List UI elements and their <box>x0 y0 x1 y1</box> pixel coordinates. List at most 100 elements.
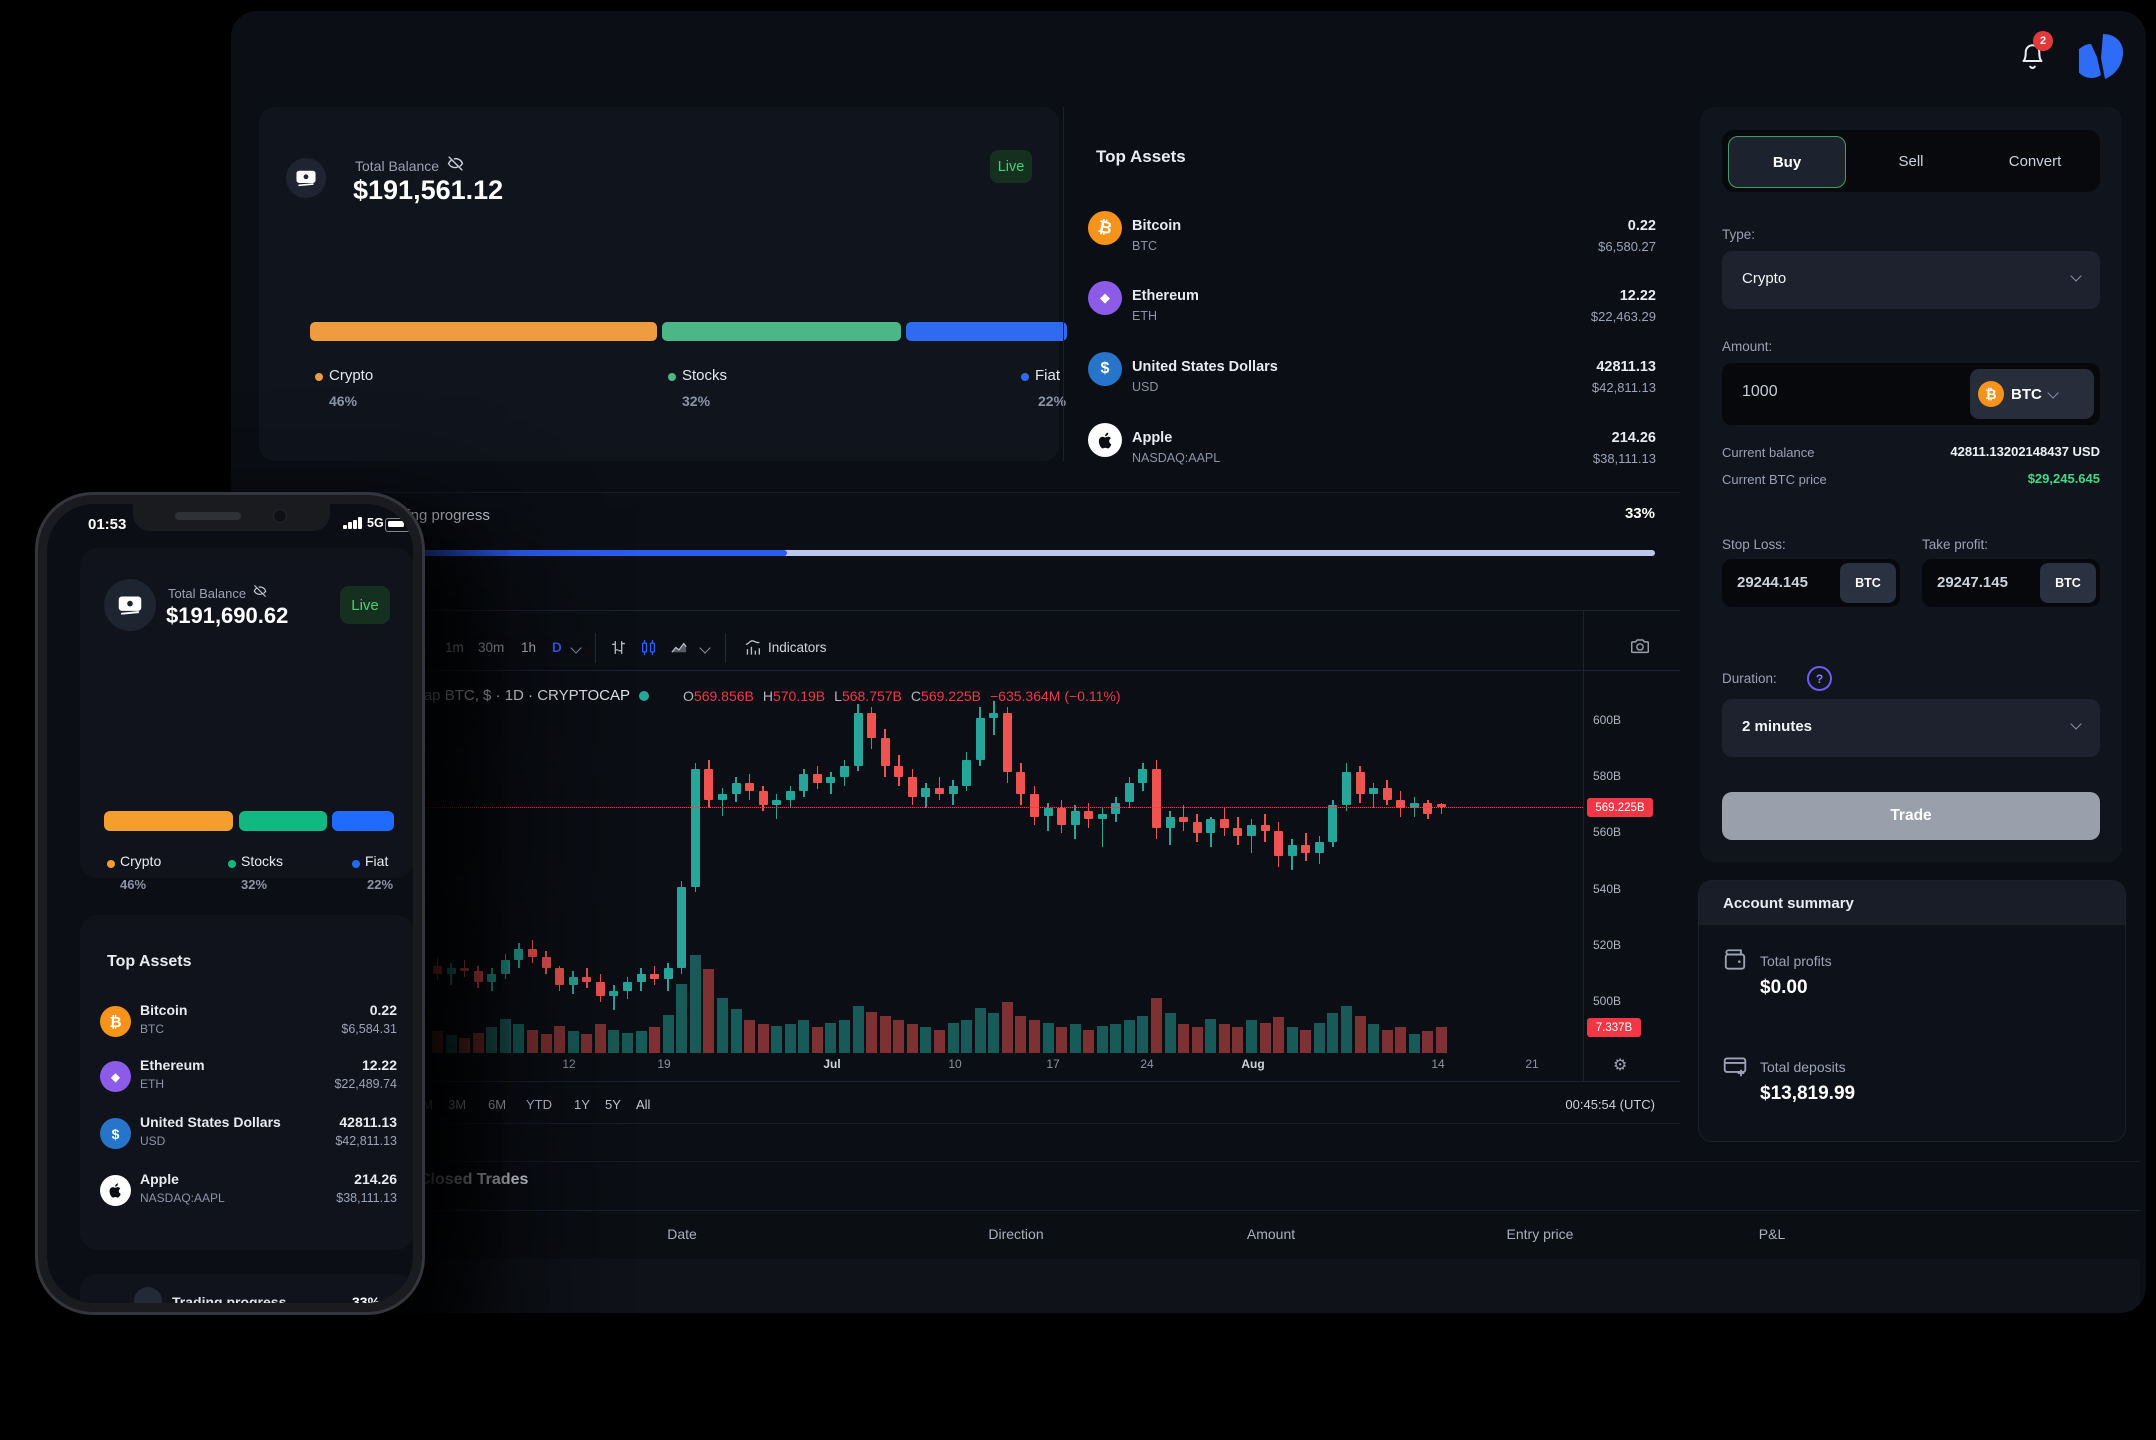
area-style-icon[interactable] <box>669 638 689 662</box>
price-tick: 500B <box>1593 994 1622 1008</box>
fiat-label: Fiat <box>1035 367 1061 384</box>
asset-name: United States Dollars <box>140 1114 281 1130</box>
col-direction[interactable]: Direction <box>988 1226 1044 1242</box>
asset-qty: 12.22 <box>361 1057 397 1073</box>
type-select[interactable]: Crypto <box>1722 251 2100 309</box>
timeframe-1m[interactable]: 1m <box>445 640 464 655</box>
fiat-label: Fiat <box>365 853 389 869</box>
eye-off-icon[interactable] <box>447 155 464 177</box>
apple-icon <box>1088 423 1122 457</box>
amount-input[interactable]: 1000 ₿ BTC <box>1722 363 2100 425</box>
bars-style-icon[interactable] <box>609 638 628 662</box>
eye-off-icon <box>253 584 267 603</box>
asset-name: Ethereum <box>140 1057 205 1073</box>
currency-value: BTC <box>2011 385 2042 403</box>
progress-percent: 33% <box>1624 505 1655 522</box>
col-date[interactable]: Date <box>667 1226 697 1242</box>
brand-logo-icon[interactable] <box>2074 31 2125 81</box>
asset-name: Ethereum <box>1132 288 1199 304</box>
phone-assets-title: Top Assets <box>107 953 192 970</box>
asset-symbol: ETH <box>140 1077 164 1091</box>
asset-qty: 0.22 <box>369 1002 397 1018</box>
tab-convert[interactable]: Convert <box>2008 152 2062 170</box>
fiat-pct: 22% <box>367 877 394 892</box>
price-tick: 600B <box>1593 713 1622 727</box>
trade-button[interactable]: Trade <box>1722 792 2100 840</box>
phone-top-assets-card: Top Assets ₿ Bitcoin BTC 0.22 $6,584.31 … <box>80 915 413 1250</box>
time-tick: Aug <box>1241 1057 1265 1071</box>
chart-symbol[interactable]: Market Cap BTC, $ · 1D · CRYPTOCAP <box>363 687 631 704</box>
asset-qty: 12.22 <box>1619 288 1656 304</box>
notifications-button[interactable]: 2 <box>2019 31 2053 79</box>
progress-avatar <box>134 1287 162 1303</box>
front-camera-dot <box>273 509 287 523</box>
asset-qty: 0.22 <box>1627 218 1656 234</box>
allocation-bar-stocks <box>662 322 901 341</box>
asset-name: Bitcoin <box>1132 218 1182 234</box>
fiat-dot <box>1021 373 1029 381</box>
price-axis-line <box>1583 611 1584 1081</box>
take-profit-input[interactable]: 29247.145 BTC <box>1922 559 2100 607</box>
phone-screen: 01:53 5G Total Balance <box>47 504 413 1303</box>
amount-value: 1000 <box>1742 383 1778 400</box>
stocks-pct: 32% <box>241 877 268 892</box>
asset-value: $38,111.13 <box>1592 451 1656 466</box>
apple-icon <box>100 1175 131 1206</box>
phone-progress-card: Trading progress 33% <box>80 1274 413 1303</box>
current-price-value: $29,245.645 <box>2027 471 2100 486</box>
chevron-down-icon <box>2070 270 2082 282</box>
money-icon <box>104 579 156 631</box>
asset-symbol: ETH <box>1132 309 1157 323</box>
chart-clock[interactable]: 00:45:54 (UTC) <box>1565 1097 1655 1112</box>
snapshot-camera-icon[interactable] <box>1629 635 1651 662</box>
asset-symbol: USD <box>140 1134 166 1148</box>
asset-name: United States Dollars <box>1132 359 1278 375</box>
asset-symbol: NASDAQ:AAPL <box>1132 451 1221 465</box>
timeframe-1h[interactable]: 1h <box>521 640 537 655</box>
bitcoin-icon: ₿ <box>1088 211 1122 245</box>
asset-value: $38,111.13 <box>336 1191 397 1205</box>
money-icon <box>286 158 326 198</box>
asset-value: $6,580.27 <box>1598 239 1656 254</box>
tab-buy[interactable]: Buy <box>1728 136 1846 188</box>
col-pnl[interactable]: P&L <box>1758 1226 1786 1242</box>
tab-sell[interactable]: Sell <box>1898 152 1924 170</box>
phone-notch <box>133 504 330 531</box>
stocks-label: Stocks <box>682 367 728 384</box>
duration-help-icon[interactable]: ? <box>1807 666 1832 691</box>
ohlc-open: 569.856B <box>693 687 754 704</box>
timeframe-chevron-icon[interactable] <box>570 642 582 654</box>
crypto-pct: 46% <box>329 393 358 409</box>
axis-settings-gear-icon[interactable]: ⚙ <box>1613 1057 1628 1074</box>
timeframe-30m[interactable]: 30m <box>478 640 505 655</box>
page: { "app": { "bell_badge": "2" }, "balance… <box>0 11 2146 1440</box>
time-tick: 14 <box>1431 1057 1445 1071</box>
total-balance-card: Total Balance $191,561.12 Live Crypto 46… <box>259 107 1067 461</box>
allocation-bar-stocks <box>239 811 327 831</box>
currency-select[interactable]: ₿ BTC <box>1970 369 2094 419</box>
ohlc-change: −635.364M (−0.11%) <box>989 687 1121 704</box>
fiat-dot <box>352 860 360 868</box>
stop-loss-value: 29244.145 <box>1737 574 1808 591</box>
stop-loss-input[interactable]: 29244.145 BTC <box>1722 559 1900 607</box>
usd-icon: $ <box>100 1118 131 1149</box>
timeframe-1d[interactable]: D <box>552 640 562 655</box>
asset-qty: 214.26 <box>354 1171 397 1187</box>
col-entry-price[interactable]: Entry price <box>1506 1226 1574 1242</box>
style-chevron-icon[interactable] <box>699 642 711 654</box>
ethereum-icon: ◆ <box>100 1061 131 1092</box>
crypto-label: Crypto <box>120 853 162 869</box>
wallet-icon <box>1722 947 1748 978</box>
chart-panel-border-top <box>318 610 1680 611</box>
indicators-button[interactable]: Indicators <box>768 640 827 655</box>
asset-symbol: BTC <box>140 1022 164 1036</box>
crypto-dot <box>107 860 115 868</box>
duration-select[interactable]: 2 minutes <box>1722 699 2100 757</box>
asset-name: Bitcoin <box>140 1002 188 1018</box>
col-amount[interactable]: Amount <box>1246 1226 1296 1242</box>
candles-style-icon[interactable] <box>639 638 658 662</box>
time-tick: 24 <box>1140 1057 1154 1071</box>
balance-label: Total Balance <box>355 158 440 174</box>
asset-name: Apple <box>1132 430 1173 446</box>
current-price-label: Current BTC price <box>1722 472 1827 487</box>
